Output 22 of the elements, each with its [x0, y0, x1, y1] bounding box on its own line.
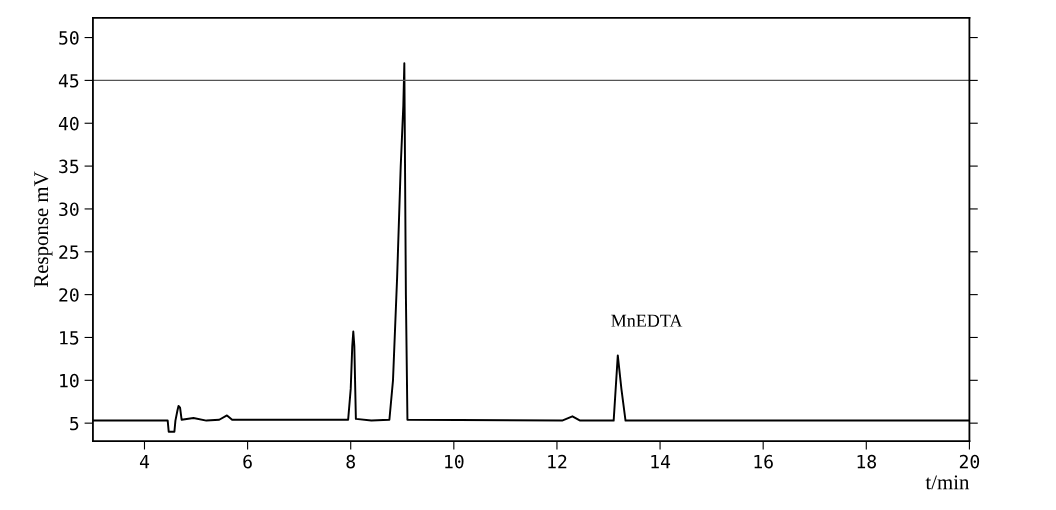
- y-axis-title: Response mV: [34, 171, 53, 288]
- y-tick-label: 20: [59, 288, 79, 302]
- x-axis-title: t/min: [925, 475, 970, 490]
- y-tick-label: 25: [59, 245, 79, 259]
- y-tick-label: 10: [60, 373, 79, 388]
- y-tick-label: 5: [70, 416, 79, 431]
- y-tick-label: 50: [59, 31, 79, 45]
- x-tick-label: 16: [754, 454, 773, 469]
- y-tick-label: 45: [58, 74, 79, 88]
- x-tick-label: 14: [651, 455, 671, 469]
- x-tick-label: 12: [548, 454, 567, 469]
- x-tick-label: 6: [243, 454, 252, 469]
- y-tick-label: 35: [59, 159, 79, 174]
- y-tick-label: 15: [60, 331, 79, 345]
- x-tick-label: 18: [857, 454, 877, 469]
- x-tick-label: 4: [139, 455, 150, 469]
- y-tick-label: 30: [59, 202, 79, 217]
- x-tick-label: 10: [445, 454, 464, 469]
- annotation: MnEDTA: [611, 314, 683, 327]
- y-tick-label: 40: [58, 116, 79, 131]
- x-tick-label: 8: [346, 454, 355, 469]
- x-tick-label: 20: [959, 454, 980, 469]
